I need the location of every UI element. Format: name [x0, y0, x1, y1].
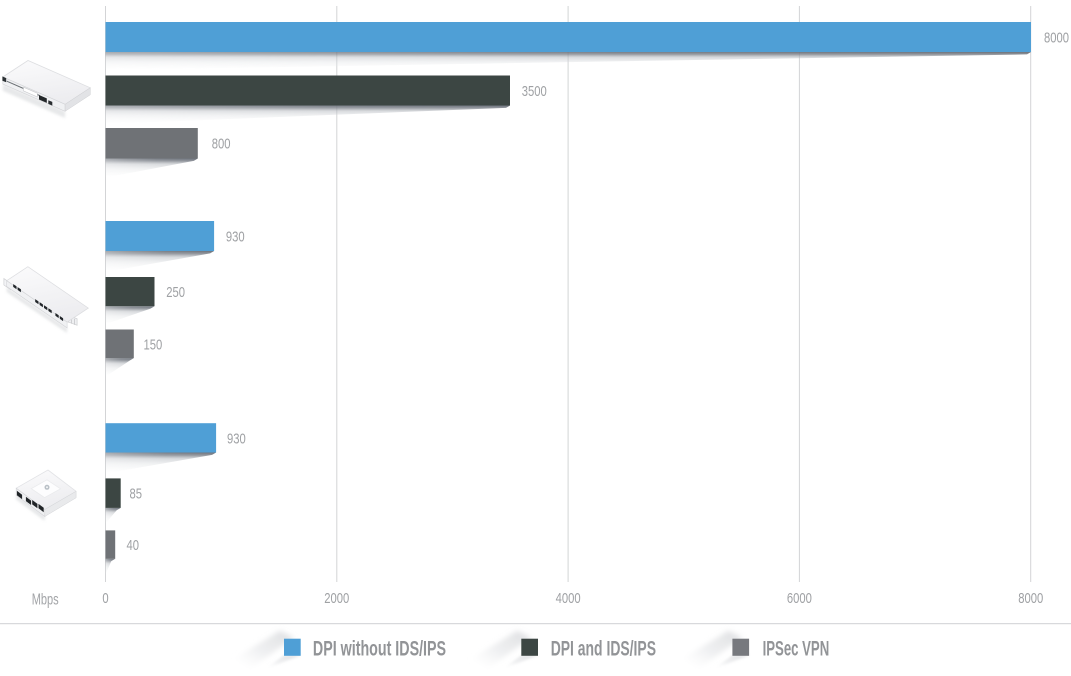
svg-text:85: 85: [130, 485, 143, 502]
svg-text:IPSec VPN: IPSec VPN: [763, 636, 830, 660]
svg-text:6000: 6000: [787, 589, 812, 606]
svg-text:0: 0: [102, 589, 108, 606]
svg-text:DPI without IDS/IPS: DPI without IDS/IPS: [313, 637, 446, 660]
svg-text:40: 40: [127, 536, 140, 553]
svg-text:250: 250: [166, 283, 185, 300]
svg-text:3500: 3500: [522, 82, 547, 99]
svg-text:Mbps: Mbps: [32, 591, 59, 608]
svg-text:930: 930: [226, 228, 245, 245]
svg-text:DPI and IDS/IPS: DPI and IDS/IPS: [551, 637, 656, 661]
svg-text:800: 800: [212, 135, 231, 152]
svg-text:2000: 2000: [324, 589, 349, 606]
svg-text:150: 150: [144, 336, 163, 353]
svg-text:8000: 8000: [1044, 29, 1069, 46]
svg-text:4000: 4000: [556, 589, 581, 606]
svg-text:930: 930: [227, 430, 246, 447]
svg-text:8000: 8000: [1018, 589, 1043, 606]
